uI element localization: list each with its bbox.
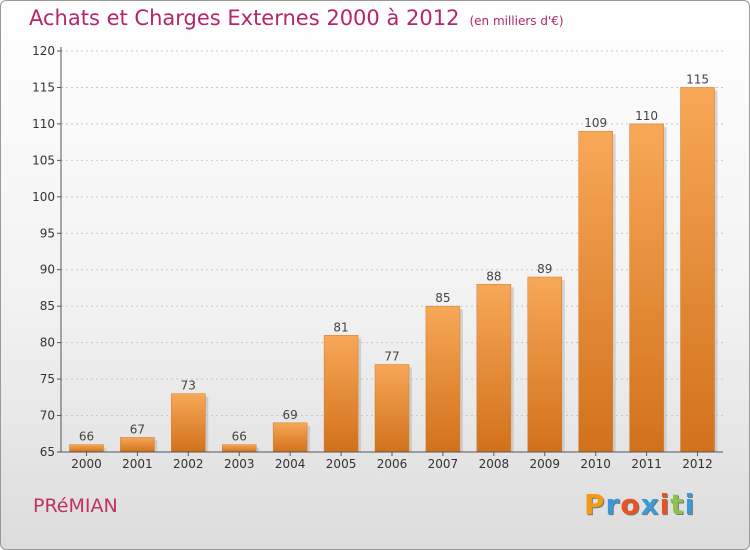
logo-letter: i bbox=[684, 488, 696, 521]
commune-name: PRéMIAN bbox=[33, 495, 118, 517]
x-tick-label: 2009 bbox=[529, 457, 560, 471]
bar-2012 bbox=[680, 87, 715, 453]
data-label: 89 bbox=[537, 262, 552, 276]
bar-2002 bbox=[171, 393, 206, 453]
logo-letter: t bbox=[670, 488, 685, 521]
x-tick-label: 2003 bbox=[224, 457, 255, 471]
x-tick-label: 2004 bbox=[275, 457, 306, 471]
y-tick-label: 80 bbox=[40, 336, 55, 350]
data-label: 77 bbox=[384, 350, 399, 364]
data-label: 69 bbox=[283, 408, 298, 422]
bars: 66 67 73 66 69 81 77 85 88 89 109 110 115 bbox=[69, 72, 718, 453]
axes: 65 70 75 80 85 90 95 100 105 110 115 120 2000 2001 200… bbox=[32, 44, 723, 471]
y-tick-label: 75 bbox=[40, 372, 55, 386]
x-tick-label: 2000 bbox=[71, 457, 102, 471]
bar-2011 bbox=[629, 123, 664, 453]
x-tick-label: 2006 bbox=[377, 457, 408, 471]
data-label: 115 bbox=[686, 72, 709, 86]
bar-2001 bbox=[120, 437, 155, 453]
data-label: 88 bbox=[486, 269, 501, 283]
x-tick-label: 2011 bbox=[631, 457, 662, 471]
chart-title: Achats et Charges Externes 2000 à 2012 (e… bbox=[29, 6, 564, 30]
data-label: 73 bbox=[181, 379, 196, 393]
x-tick-label: 2010 bbox=[580, 457, 611, 471]
y-tick-label: 100 bbox=[32, 190, 55, 204]
bar-2000 bbox=[69, 444, 104, 453]
logo-letter: x bbox=[640, 488, 660, 521]
chart-subtitle: (en milliers d'€) bbox=[469, 14, 564, 28]
x-tick-label: 2002 bbox=[173, 457, 204, 471]
x-tick-label: 2012 bbox=[682, 457, 713, 471]
data-label: 66 bbox=[79, 430, 94, 444]
chart-title-text: Achats et Charges Externes 2000 à 2012 bbox=[29, 6, 460, 30]
data-label: 67 bbox=[130, 422, 145, 436]
logo-letter: o bbox=[620, 488, 641, 521]
logo-letter: r bbox=[605, 488, 621, 521]
data-label: 81 bbox=[333, 320, 348, 334]
bar-2003 bbox=[221, 444, 257, 453]
data-label: 66 bbox=[232, 430, 247, 444]
bar-2005 bbox=[323, 335, 359, 453]
y-tick-label: 115 bbox=[32, 80, 55, 94]
logo-letter: P bbox=[584, 488, 606, 521]
x-tick-label: 2005 bbox=[326, 457, 357, 471]
y-tick-label: 70 bbox=[40, 409, 55, 423]
y-tick-label: 110 bbox=[32, 117, 55, 131]
bar-2007 bbox=[425, 305, 461, 453]
data-label: 109 bbox=[584, 116, 607, 130]
y-tick-label: 65 bbox=[40, 445, 55, 459]
bar-2010 bbox=[578, 130, 613, 453]
x-tick-label: 2001 bbox=[122, 457, 153, 471]
y-tick-label: 120 bbox=[32, 44, 55, 58]
bar-2008 bbox=[476, 284, 512, 453]
y-tick-label: 90 bbox=[40, 263, 55, 277]
proxiti-logo: Proxiti bbox=[584, 488, 695, 521]
logo-letter: i bbox=[659, 488, 671, 521]
y-tick-label: 95 bbox=[40, 226, 55, 240]
bar-2006 bbox=[374, 364, 410, 453]
data-label: 85 bbox=[435, 291, 450, 305]
bar-2009 bbox=[527, 276, 563, 453]
x-tick-label: 2008 bbox=[479, 457, 510, 471]
x-tick-label: 2007 bbox=[428, 457, 459, 471]
data-label: 110 bbox=[635, 109, 658, 123]
y-tick-label: 85 bbox=[40, 299, 55, 313]
y-tick-label: 105 bbox=[32, 153, 55, 167]
bar-2004 bbox=[272, 422, 308, 453]
